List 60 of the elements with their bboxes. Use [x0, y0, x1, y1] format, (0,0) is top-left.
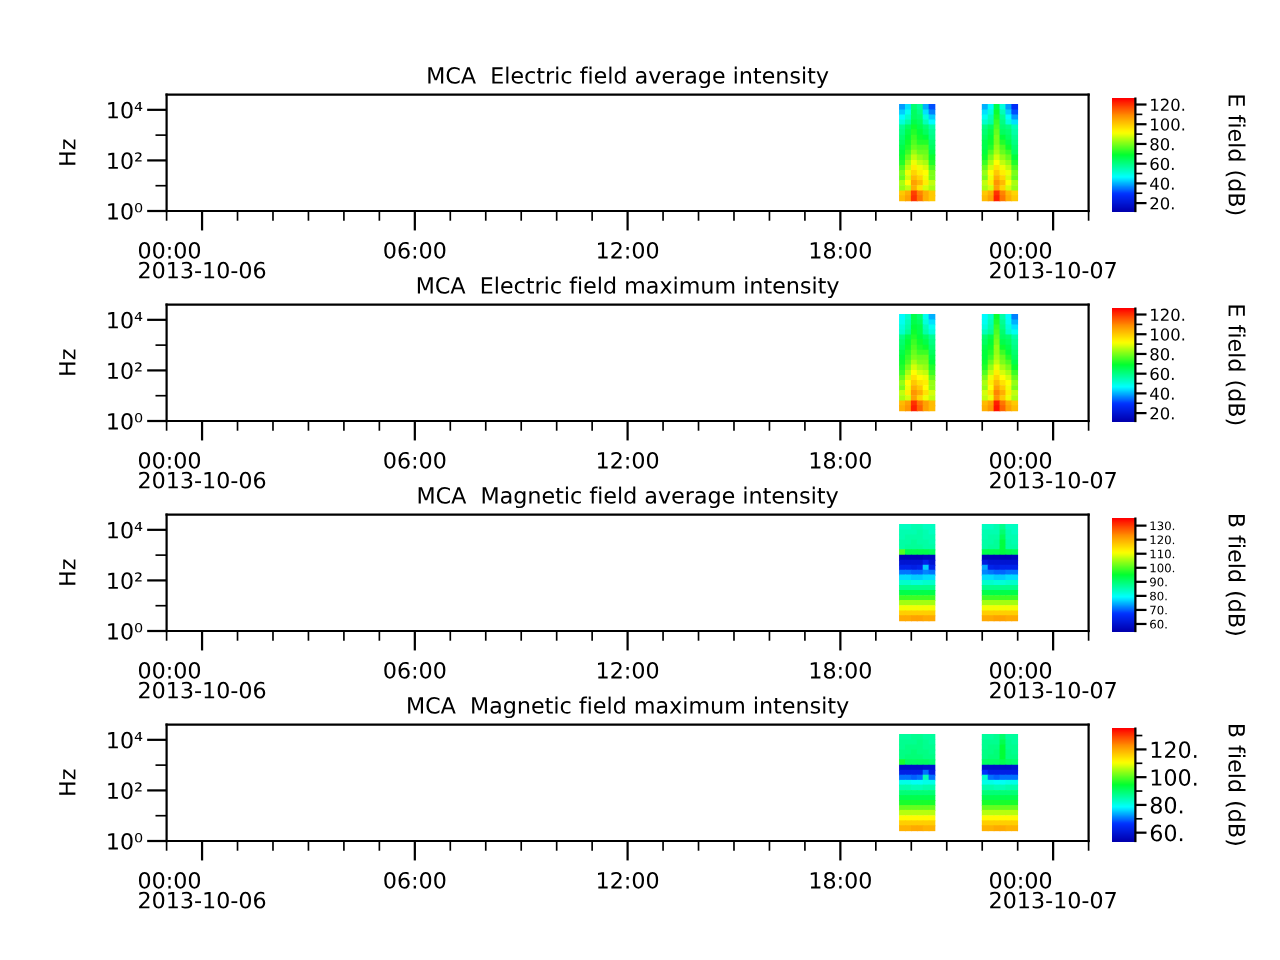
- x-tick-label: 06:00: [384, 241, 446, 259]
- x-tick-label: 06:00: [384, 661, 446, 679]
- x-tick-label: 12:00: [598, 661, 659, 679]
- color-bar-label: 80.: [1150, 348, 1174, 361]
- y-tick-label: 10²: [108, 572, 142, 590]
- x-tick-label: 00:00 2013-10-06: [138, 451, 266, 489]
- y-axis-title: Hz: [59, 139, 76, 165]
- y-tick-label: 10⁴: [108, 521, 143, 539]
- color-bar-label: 40.: [1150, 387, 1174, 400]
- x-tick-label: 18:00: [810, 241, 871, 259]
- color-bar-label: 120.: [1151, 741, 1197, 759]
- color-bar-label: 100.: [1151, 769, 1197, 786]
- chart-title: MCA Electric field maximum intensity: [417, 276, 839, 299]
- y-tick-label: 10⁰: [108, 832, 143, 850]
- y-tick-label: 10⁴: [108, 731, 143, 749]
- y-tick-label: 10²: [108, 782, 142, 800]
- y-tick-label: 10⁴: [108, 101, 143, 119]
- color-bar-label: 60.: [1150, 367, 1174, 381]
- y-tick-label: 10²: [108, 152, 142, 170]
- color-bar-label: 40.: [1150, 177, 1174, 190]
- color-bar-label: 20.: [1150, 197, 1174, 210]
- color-bar-label: 20.: [1150, 407, 1174, 420]
- color-bar-label: 120.: [1151, 308, 1185, 321]
- x-tick-label: 00:00 2013-10-06: [138, 241, 266, 279]
- color-bar-title: B field (dB): [1225, 724, 1246, 845]
- color-bar-label: 100.: [1151, 328, 1185, 341]
- x-tick-label: 00:00 2013-10-07: [990, 871, 1116, 909]
- x-tick-label: 06:00: [384, 451, 446, 469]
- x-tick-label: 12:00: [598, 241, 659, 259]
- y-tick-label: 10⁰: [108, 622, 143, 640]
- y-tick-label: 10⁰: [108, 202, 143, 220]
- x-tick-label: 18:00: [810, 871, 871, 889]
- color-bar-label: 60.: [1150, 157, 1174, 171]
- color-bar-label: 60.: [1150, 824, 1183, 842]
- y-axis-title: Hz: [59, 559, 76, 585]
- y-tick-label: 10²: [108, 362, 142, 380]
- y-axis-title: Hz: [59, 349, 76, 375]
- color-bar-title: E field (dB): [1225, 305, 1246, 425]
- x-tick-label: 00:00 2013-10-07: [990, 661, 1116, 699]
- x-tick-label: 00:00 2013-10-06: [138, 661, 266, 699]
- x-tick-label: 06:00: [384, 871, 446, 889]
- chart-title: MCA Electric field average intensity: [428, 66, 829, 89]
- x-tick-label: 00:00 2013-10-07: [990, 241, 1116, 279]
- x-tick-label: 00:00 2013-10-07: [990, 451, 1116, 489]
- chart-title: MCA Magnetic field maximum intensity: [408, 696, 849, 719]
- color-bar-label: 80.: [1150, 796, 1183, 814]
- x-tick-label: 18:00: [810, 451, 871, 469]
- y-tick-label: 10⁰: [108, 412, 143, 430]
- chart-title: MCA Magnetic field average intensity: [418, 486, 839, 509]
- color-bar-label: 80.: [1150, 138, 1174, 151]
- color-bar-title: B field (dB): [1225, 514, 1246, 635]
- color-bar-label: 100.: [1151, 118, 1185, 131]
- x-tick-label: 18:00: [810, 661, 871, 679]
- x-tick-label: 00:00 2013-10-06: [138, 871, 266, 909]
- y-axis-title: Hz: [59, 769, 76, 795]
- x-tick-label: 12:00: [598, 451, 659, 469]
- x-tick-label: 12:00: [598, 871, 659, 889]
- color-bar-title: E field (dB): [1225, 95, 1246, 215]
- color-bar-label: 120.: [1151, 98, 1185, 111]
- y-tick-label: 10⁴: [108, 311, 143, 329]
